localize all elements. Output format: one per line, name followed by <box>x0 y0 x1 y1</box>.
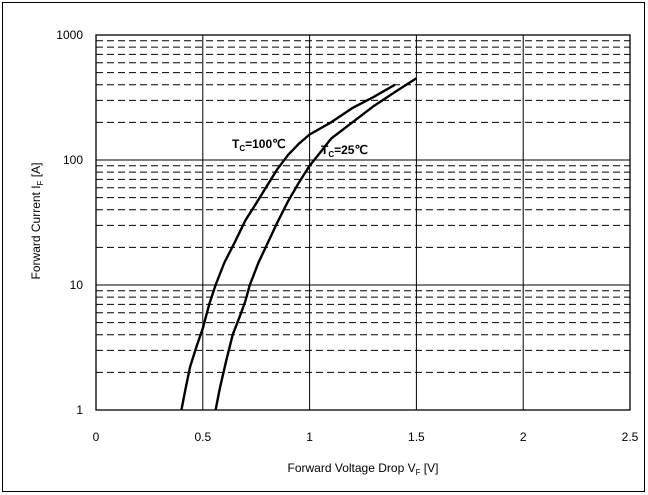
x-tick-label: 1 <box>306 430 313 444</box>
curves <box>180 77 418 411</box>
x-tick-label: 1.5 <box>408 430 425 444</box>
y-tick-label: 10 <box>70 278 84 292</box>
x-tick-label: 0 <box>93 430 100 444</box>
plot-area <box>95 34 631 411</box>
y-axis-title: Forward Current IF [A] <box>29 163 45 280</box>
y-tick-labels: 1 10 100 1000 <box>56 28 83 417</box>
series-line-1 <box>214 77 418 411</box>
x-tick-label: 0.5 <box>194 430 211 444</box>
series-line-0 <box>180 83 396 411</box>
major-gridlines <box>96 35 630 410</box>
x-tick-label: 2 <box>520 430 527 444</box>
x-axis-title: Forward Voltage Drop VF [V] <box>288 461 439 477</box>
minor-gridlines <box>96 40 630 373</box>
series-label-100c: TC=100℃ <box>232 137 286 153</box>
x-tick-label: 2.5 <box>622 430 639 444</box>
y-tick-label: 1 <box>76 403 83 417</box>
y-tick-label: 100 <box>63 153 83 167</box>
x-tick-labels: 0 0.5 1 1.5 2 2.5 <box>93 430 639 444</box>
y-tick-label: 1000 <box>56 28 83 42</box>
series-label-25c: TC=25℃ <box>321 143 368 159</box>
